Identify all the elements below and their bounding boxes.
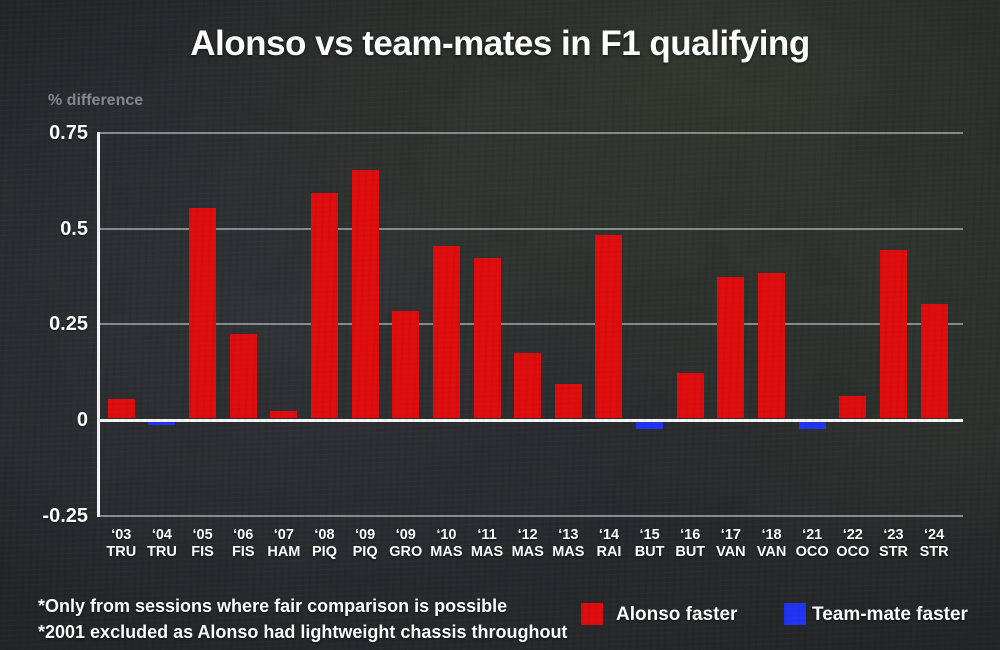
y-axis-line: [97, 131, 100, 517]
bar-04-TRU: [148, 421, 176, 426]
gridline--0.25: [100, 514, 963, 517]
gridline-0.75: [100, 131, 963, 134]
bar-23-STR: [879, 249, 907, 419]
y-tick-label-0.5: 0.5: [60, 217, 88, 240]
bar-11-MAS: [473, 257, 501, 419]
gridline-0.5: [100, 227, 963, 230]
bar-24-STR: [920, 303, 948, 419]
legend-swatch-teammate-faster: [784, 603, 806, 625]
bar-09-PIQ: [351, 169, 379, 419]
x-tick-driver: STR: [919, 544, 949, 560]
bar-21-OCO: [798, 421, 826, 430]
bar-07-HAM: [270, 410, 298, 419]
footnote-line-2: *2001 excluded as Alonso had lightweight…: [38, 622, 568, 642]
y-tick-label-0.25: 0.25: [49, 313, 88, 336]
gridline-0.25: [100, 323, 963, 326]
y-axis-unit-label: % difference: [48, 92, 144, 109]
y-tick-label-0: 0: [76, 409, 88, 431]
bar-09-GRO: [392, 311, 420, 419]
y-tick-label-0.75: 0.75: [49, 121, 88, 144]
footnote-line-1: *Only from sessions where fair compariso…: [38, 596, 508, 616]
bar-06-FIS: [229, 334, 257, 419]
legend-label-teammate-faster: Team-mate faster: [812, 604, 968, 625]
bar-12-MAS: [514, 353, 542, 419]
bar-22-OCO: [839, 395, 867, 419]
bar-16-BUT: [676, 372, 704, 419]
bar-13-MAS: [554, 384, 582, 419]
zero-baseline: [100, 418, 963, 422]
footnotes: *Only from sessions where fair compariso…: [38, 593, 567, 645]
bar-15-BUT: [636, 421, 664, 430]
y-tick-label--0.25: -0.25: [42, 504, 88, 527]
bar-14-RAI: [595, 234, 623, 419]
bar-05-FIS: [189, 207, 217, 419]
bar-03-TRU: [107, 399, 135, 419]
x-tick-year: ‘24: [924, 527, 945, 543]
bar-18-VAN: [758, 272, 786, 419]
x-tick-24-STR: ‘24 STR: [902, 527, 966, 561]
bar-08-PIQ: [311, 192, 338, 419]
chart-title: Alonso vs team-mates in F1 qualifying: [190, 24, 810, 63]
legend-swatch-alonso-faster: [581, 603, 603, 625]
bar-17-VAN: [717, 276, 745, 419]
legend-label-alonso-faster: Alonso faster: [616, 604, 738, 625]
bar-10-MAS: [432, 246, 460, 419]
